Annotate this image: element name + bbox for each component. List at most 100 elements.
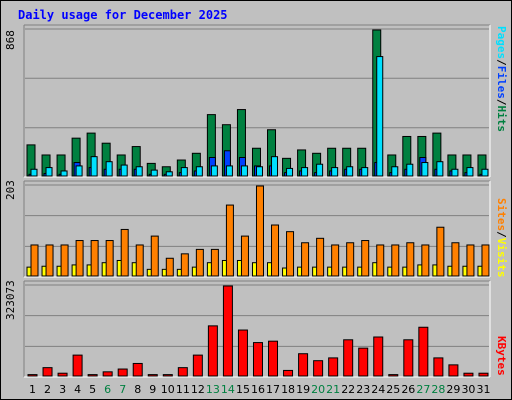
pages-bar — [436, 161, 444, 177]
kbytes-bar — [403, 339, 414, 377]
sites-visits-legend: Sites/Visits — [495, 198, 508, 278]
day-tick-label: 11 — [176, 383, 190, 396]
pages-bar — [150, 169, 158, 177]
kbytes-bar — [237, 329, 248, 377]
sites-max-label: 203 — [4, 180, 17, 200]
sites-bar — [225, 204, 234, 277]
sites-bar — [271, 224, 280, 277]
kbytes-bar — [72, 354, 83, 377]
sites-bar — [180, 253, 189, 277]
sites-bar — [331, 244, 340, 277]
day-tick-label: 5 — [89, 383, 96, 396]
kbytes-bar — [418, 326, 429, 377]
sites-legend: Sites — [495, 198, 508, 232]
kbytes-bar — [117, 368, 128, 377]
kbytes-bar — [313, 360, 324, 377]
sites-bar — [195, 248, 204, 277]
kbytes-bar — [42, 367, 53, 377]
sites-bar — [481, 244, 490, 277]
day-tick-label: 17 — [266, 383, 280, 396]
sites-bar — [135, 244, 144, 277]
pages-bar — [316, 163, 324, 177]
kbytes-bar — [358, 347, 369, 377]
pages-bar — [195, 166, 203, 177]
day-tick-label: 4 — [74, 383, 81, 396]
kbytes-bar — [162, 374, 173, 377]
day-tick-label: 18 — [281, 383, 295, 396]
pages-bar — [286, 167, 294, 177]
sites-bar — [376, 244, 385, 277]
sites-bar — [105, 240, 114, 277]
day-tick-label: 25 — [386, 383, 400, 396]
kbytes-bar — [102, 371, 113, 377]
pages-bar — [466, 167, 474, 177]
kbytes-bar — [177, 367, 188, 377]
pages-bar — [361, 167, 369, 177]
sites-bar — [451, 242, 460, 277]
pages-bar — [240, 165, 248, 177]
kbytes-bar — [147, 374, 158, 377]
day-tick-label: 29 — [446, 383, 460, 396]
sites-bar — [361, 240, 370, 277]
day-tick-label: 6 — [104, 383, 111, 396]
day-tick-label: 21 — [326, 383, 340, 396]
sites-bar — [346, 242, 355, 277]
pages-bar — [271, 156, 279, 177]
sites-bar — [90, 240, 99, 277]
kbytes-bar — [207, 325, 218, 377]
day-tick-label: 23 — [356, 383, 370, 396]
pages-bar — [331, 167, 339, 177]
sites-bar — [165, 257, 174, 277]
sites-bar — [316, 237, 325, 277]
pages-bar — [105, 161, 113, 177]
sites-bar — [120, 228, 129, 277]
pages-bar — [481, 168, 489, 177]
pages-bar — [75, 165, 83, 177]
day-tick-label: 15 — [236, 383, 250, 396]
visits-legend: Visits — [495, 237, 508, 278]
sites-bar — [391, 244, 400, 277]
sites-bar — [30, 244, 39, 277]
pages-bar — [421, 162, 429, 177]
kbytes-bar — [268, 340, 279, 377]
day-tick-label: 20 — [311, 383, 325, 396]
pages-legend: Pages — [495, 26, 508, 60]
day-tick-label: 26 — [401, 383, 415, 396]
legend-separator: / — [495, 59, 508, 66]
day-tick-label: 28 — [431, 383, 445, 396]
pages-bar — [180, 167, 188, 177]
day-tick-label: 14 — [221, 383, 235, 396]
sites-bar — [436, 226, 445, 277]
sites-bar — [75, 240, 84, 277]
kbytes-bar — [222, 285, 233, 377]
pages-bar — [301, 167, 309, 177]
pages-bar — [406, 163, 414, 177]
day-tick-label: 1 — [29, 383, 36, 396]
day-tick-label: 8 — [134, 383, 141, 396]
sites-bar — [421, 244, 430, 277]
pages-bar — [391, 166, 399, 177]
kbytes-bar — [388, 374, 399, 377]
sites-bar — [60, 244, 69, 277]
legend-separator: / — [495, 98, 508, 106]
day-tick-label: 16 — [251, 383, 265, 396]
day-tick-label: 19 — [296, 383, 310, 396]
hits-files-pages-legend: Pages/Files/Hits — [495, 26, 508, 132]
sites-bar — [150, 235, 159, 277]
kbytes-bar — [192, 354, 203, 377]
pages-bar — [255, 166, 263, 177]
sites-bar — [466, 244, 475, 277]
kbytes-legend-text: KBytes — [495, 336, 508, 376]
pages-bar — [346, 166, 354, 177]
kbytes-legend: KBytes — [495, 336, 508, 376]
hits-max-label: 868 — [4, 30, 17, 50]
pages-bar — [210, 165, 218, 177]
day-tick-label: 9 — [149, 383, 156, 396]
kbytes-bar — [478, 372, 489, 377]
pages-bar — [90, 156, 98, 177]
day-tick-label: 2 — [44, 383, 51, 396]
day-tick-label: 10 — [161, 383, 175, 396]
day-tick-label: 7 — [119, 383, 126, 396]
chart-title: Daily usage for December 2025 — [18, 8, 228, 22]
kbytes-max-label: 323073 — [4, 280, 17, 320]
